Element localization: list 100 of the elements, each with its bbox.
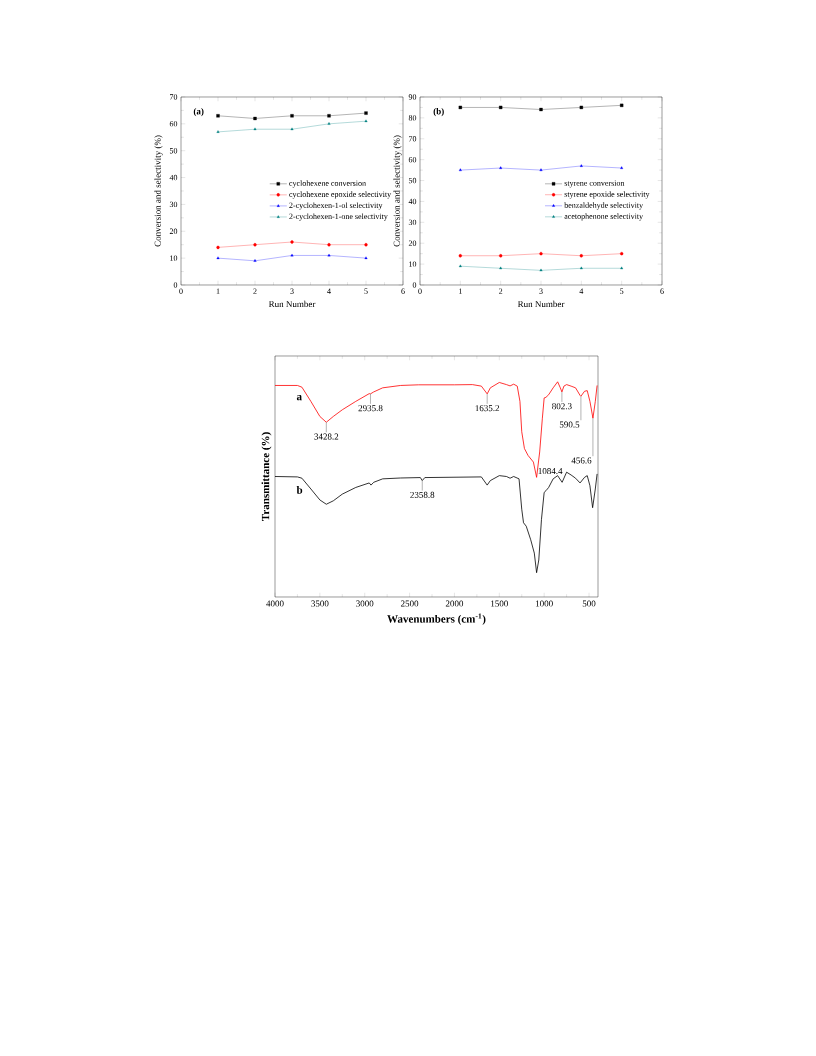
legend-label: 2-cyclohexen-1-ol selectivity <box>289 202 383 210</box>
point <box>327 122 331 125</box>
y-tick-label: 80 <box>408 115 417 121</box>
point <box>499 266 503 270</box>
y-axis-title: Conversion and selectivity (%) <box>393 135 402 247</box>
point <box>499 254 503 258</box>
point <box>499 166 503 169</box>
x-tick-label: 4000 <box>266 600 284 607</box>
y-tick-label: 20 <box>408 240 417 246</box>
legend-label: acetophenone selectivity <box>564 213 644 221</box>
annotation: 1084.4 <box>538 468 563 475</box>
point <box>216 256 220 260</box>
legend-label: styrene conversion <box>564 180 625 188</box>
x-tick-label: 4 <box>579 288 584 294</box>
y-tick-label: 30 <box>169 201 178 208</box>
point <box>364 243 368 247</box>
x-tick-label: 0 <box>179 288 183 294</box>
point <box>364 111 368 115</box>
legend-label: benzaldehyde selectivity <box>564 202 644 210</box>
point <box>579 254 583 258</box>
x-axis-title: Wavenumbers (cm$^{-1}$) <box>387 613 486 625</box>
y-tick-label: 60 <box>169 121 178 127</box>
legend-label: 2-cyclohexen-1-one selectivity <box>289 213 388 221</box>
x-tick-label: 2 <box>499 288 503 294</box>
point <box>290 127 294 131</box>
annotation: 2358.8 <box>410 491 435 498</box>
point <box>620 252 624 256</box>
point <box>539 268 543 272</box>
point <box>253 127 257 131</box>
point <box>290 240 294 244</box>
y-tick-label: 0 <box>173 282 178 288</box>
point <box>327 243 331 247</box>
point <box>458 105 462 110</box>
point <box>458 254 462 258</box>
x-tick-label: 3 <box>290 288 294 294</box>
y-axis-title: Transmittance (%) <box>261 432 272 521</box>
y-tick-label: 20 <box>169 228 178 234</box>
x-tick-label: 1000 <box>535 600 553 607</box>
x-tick-label: 6 <box>660 288 664 294</box>
x-tick-label: 1 <box>216 288 220 294</box>
y-tick-label: 0 <box>412 282 417 288</box>
point <box>253 116 257 121</box>
point <box>458 264 462 268</box>
y-tick-label: 40 <box>169 174 178 181</box>
y-tick-label: 30 <box>408 219 417 226</box>
point <box>539 168 543 171</box>
text: (a) <box>193 108 204 117</box>
point <box>499 105 503 110</box>
point <box>216 114 220 118</box>
y-tick-label: 50 <box>169 148 178 154</box>
x-tick-label: 4 <box>327 288 331 294</box>
point <box>620 266 624 270</box>
y-axis-title: Conversion and selectivity (%) <box>154 135 163 247</box>
point <box>620 166 624 169</box>
y-tick-label: 90 <box>408 94 417 100</box>
point <box>253 259 257 262</box>
point <box>364 256 368 260</box>
x-tick-label: 5 <box>620 288 624 294</box>
x-axis-title: Run Number <box>268 300 316 308</box>
x-tick-label: 500 <box>582 600 596 607</box>
series-label: a <box>296 395 302 401</box>
y-tick-label: 70 <box>170 94 178 100</box>
point <box>364 119 368 123</box>
x-tick-label: 3000 <box>356 600 374 607</box>
y-tick-label: 40 <box>408 198 417 205</box>
point <box>290 253 294 257</box>
legend-label: styrene epoxide selectivity <box>564 191 650 199</box>
y-tick-label: 10 <box>409 261 417 267</box>
point <box>579 266 583 270</box>
y-tick-label: 60 <box>408 156 417 163</box>
annotation: 802.3 <box>552 403 572 410</box>
point <box>327 253 331 257</box>
x-tick-label: 2 <box>253 288 257 294</box>
annotation: 3428.2 <box>314 433 339 440</box>
series-label: b <box>296 486 303 494</box>
x-tick-label: 2000 <box>445 600 464 607</box>
point <box>539 252 543 256</box>
point <box>290 114 294 118</box>
annotation: 590.5 <box>559 421 580 428</box>
y-tick-label: 50 <box>408 177 417 184</box>
y-tick-label: 70 <box>409 136 417 142</box>
y-tick-label: 10 <box>170 255 178 261</box>
x-tick-label: 5 <box>364 288 368 294</box>
point <box>539 107 543 112</box>
point <box>327 114 331 118</box>
text: (b) <box>433 108 444 117</box>
x-tick-label: 3500 <box>311 600 329 607</box>
legend-label: cyclohexene conversion <box>289 180 366 188</box>
annotation: 456.6 <box>571 457 592 464</box>
x-axis-title: Run Number <box>517 300 565 308</box>
point <box>253 243 257 247</box>
x-tick-label: 0 <box>418 288 422 294</box>
point <box>216 130 220 133</box>
point <box>579 105 583 110</box>
x-tick-label: 3 <box>539 288 543 294</box>
x-tick-label: 2500 <box>400 600 419 607</box>
x-tick-label: 1500 <box>491 600 508 607</box>
point <box>458 168 462 171</box>
annotation: 2935.8 <box>358 405 383 412</box>
x-tick-label: 1 <box>459 288 462 294</box>
